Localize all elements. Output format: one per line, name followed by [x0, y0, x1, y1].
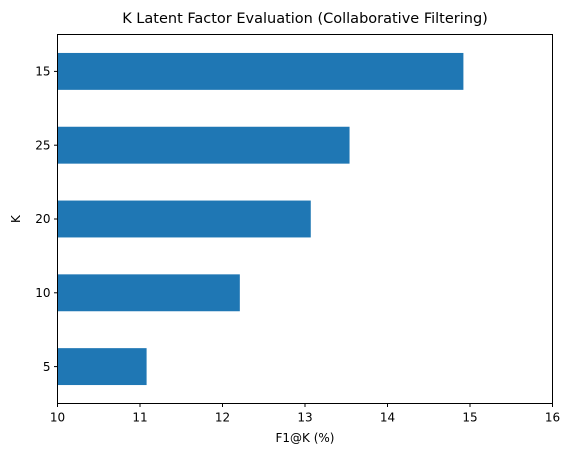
- y-tick-label-25: 25: [35, 138, 50, 152]
- bar-k-25: [57, 126, 350, 164]
- bar-k-5: [57, 348, 147, 386]
- x-tick-label-14: 14: [380, 411, 395, 425]
- x-tick-label-10: 10: [50, 411, 65, 425]
- x-tick-label-16: 16: [545, 411, 560, 425]
- y-axis-title: K: [9, 214, 23, 223]
- y-tick-label-10: 10: [35, 286, 50, 300]
- y-tick-label-5: 5: [43, 360, 51, 374]
- bars-group: [57, 52, 464, 386]
- x-tick-label-11: 11: [132, 411, 147, 425]
- chart-title: K Latent Factor Evaluation (Collaborativ…: [122, 11, 488, 27]
- bar-k-15: [57, 52, 464, 90]
- y-axis-ticks: 15 25 20 10 5: [35, 65, 58, 374]
- x-tick-label-13: 13: [297, 411, 312, 425]
- y-tick-label-15: 15: [35, 65, 50, 79]
- x-axis-title: F1@K (%): [276, 431, 335, 445]
- plot-area-frame: [57, 34, 553, 404]
- x-axis-ticks: 10 11 12 13 14 15 16: [50, 403, 560, 425]
- x-tick-label-12: 12: [215, 411, 230, 425]
- bar-k-10: [57, 274, 240, 312]
- y-tick-label-20: 20: [35, 212, 50, 226]
- x-tick-label-15: 15: [462, 411, 477, 425]
- bar-k-20: [57, 200, 311, 238]
